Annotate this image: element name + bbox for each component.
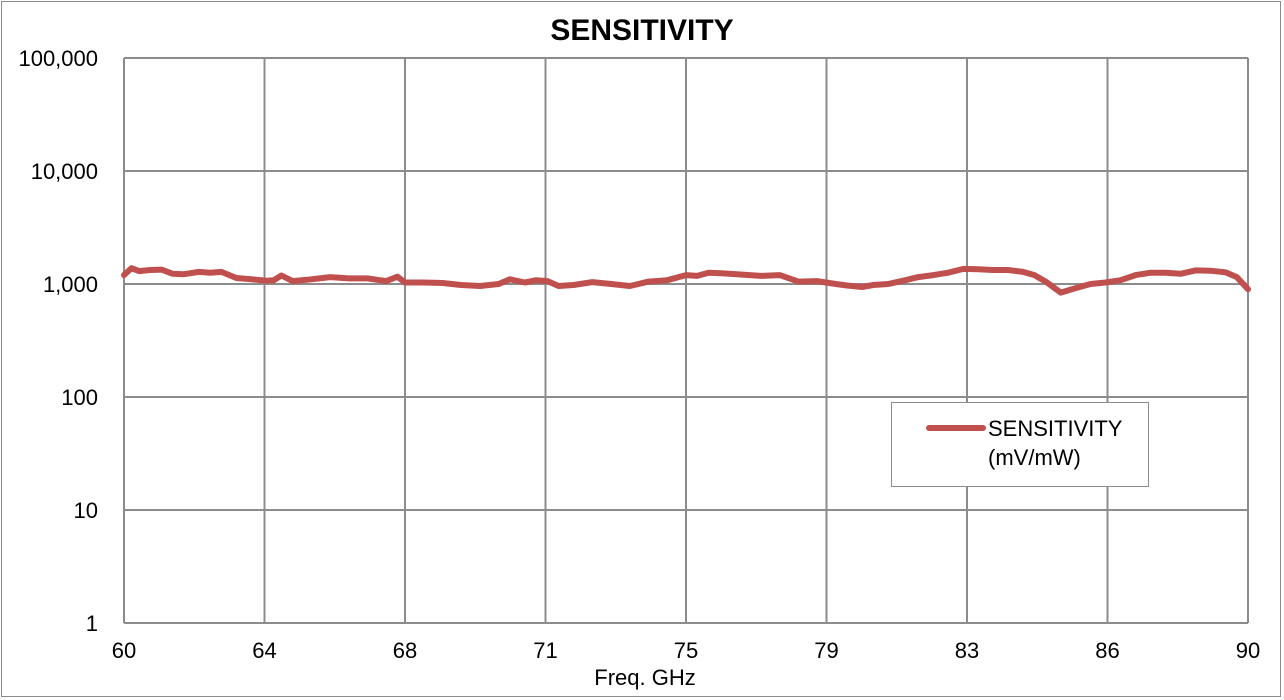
x-tick-label: 90 [1236,638,1260,663]
legend-label-line2: (mV/mW) [988,445,1081,470]
x-tick-label: 68 [393,638,417,663]
x-tick-label: 83 [955,638,979,663]
y-tick-label: 10,000 [31,159,98,184]
legend-label-line1: SENSITIVITY [988,416,1123,441]
chart-title: SENSITIVITY [550,14,734,47]
x-tick-labels: 60 64 68 71 75 79 83 86 90 [112,638,1260,663]
legend-swatch [926,425,986,431]
series-line-sensitivity [121,265,1251,296]
x-tick-label: 64 [252,638,276,663]
x-tick-label: 86 [1095,638,1119,663]
x-tick-label: 79 [814,638,838,663]
y-tick-label: 100,000 [18,46,98,71]
y-tick-labels: 1 10 100 1,000 10,000 100,000 [18,46,98,636]
grid-lines [123,57,1249,624]
legend-entry: SENSITIVITY (mV/mW) [988,414,1148,472]
y-tick-label: 100 [61,385,98,410]
x-tick-label: 75 [674,638,698,663]
x-axis-label: Freq. GHz [594,665,696,690]
y-tick-label: 10 [74,498,98,523]
x-tick-label: 60 [112,638,136,663]
y-tick-label: 1,000 [43,272,98,297]
legend: SENSITIVITY (mV/mW) [891,402,1149,487]
y-tick-label: 1 [86,611,98,636]
x-tick-label: 71 [533,638,557,663]
